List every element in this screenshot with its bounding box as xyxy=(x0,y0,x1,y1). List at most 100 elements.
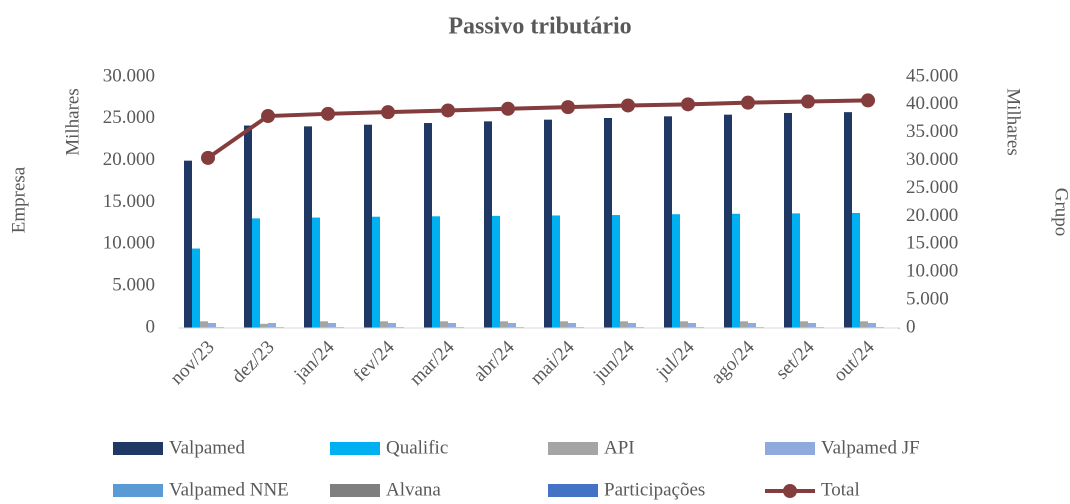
x-tick-label: mar/24 xyxy=(406,336,459,389)
legend-label: Valpamed xyxy=(169,437,245,458)
bar xyxy=(860,321,868,328)
x-tick-label: fev/24 xyxy=(349,336,399,386)
bar xyxy=(192,248,200,328)
bar xyxy=(484,121,492,329)
line-marker xyxy=(741,95,755,110)
line-marker xyxy=(501,101,515,116)
bar xyxy=(208,322,216,328)
bar xyxy=(688,322,696,328)
x-tick-label: nov/23 xyxy=(166,337,218,389)
legend-swatch xyxy=(765,442,815,455)
bar xyxy=(320,321,328,328)
x-tick-label: jun/24 xyxy=(589,336,639,386)
bar xyxy=(372,216,380,328)
x-tick-label: abr/24 xyxy=(469,336,519,386)
bar xyxy=(800,321,808,328)
y-axis-unit: Milhares xyxy=(62,88,83,156)
bar xyxy=(184,160,192,328)
legend-label: Participações xyxy=(604,479,705,500)
y-tick-label: 10.000 xyxy=(103,233,155,254)
bar xyxy=(680,321,688,328)
bar xyxy=(868,322,876,328)
line-marker xyxy=(681,97,695,112)
bar xyxy=(784,112,792,328)
y2-tick-label: 40.000 xyxy=(906,93,958,114)
bar xyxy=(664,116,672,328)
line-marker xyxy=(621,98,635,113)
bar xyxy=(260,323,268,328)
bar xyxy=(268,322,276,328)
legend-label: Valpamed JF xyxy=(821,437,920,458)
bar xyxy=(328,322,336,328)
y2-tick-label: 5.000 xyxy=(906,288,949,309)
legend-label: Alvana xyxy=(386,479,441,500)
legend-swatch xyxy=(330,484,380,497)
bar xyxy=(380,321,388,328)
x-tick-label: jan/24 xyxy=(289,336,338,385)
x-tick-label: set/24 xyxy=(772,336,819,383)
bar xyxy=(628,322,636,328)
y2-tick-label: 45.000 xyxy=(906,65,958,86)
bar xyxy=(604,117,612,328)
bar xyxy=(252,218,260,328)
y-tick-label: 0 xyxy=(146,316,156,337)
line-marker xyxy=(561,100,575,115)
y2-axis-label: Grupo xyxy=(1051,188,1070,237)
y-tick-label: 25.000 xyxy=(103,107,155,128)
y2-axis-unit: Milhares xyxy=(1003,88,1024,156)
x-tick-label: out/24 xyxy=(829,336,879,386)
bar xyxy=(560,321,568,328)
line xyxy=(206,98,869,160)
x-tick-label: ago/24 xyxy=(707,336,759,388)
bar xyxy=(740,321,748,328)
line-marker xyxy=(261,109,275,124)
bar xyxy=(432,216,440,328)
line-marker xyxy=(201,150,215,165)
bar xyxy=(732,213,740,328)
legend-label: API xyxy=(604,437,635,458)
bar xyxy=(200,321,208,328)
y-tick-label: 30.000 xyxy=(103,65,155,86)
bar xyxy=(304,126,312,328)
legend-label: Valpamed NNE xyxy=(169,479,289,500)
x-tick-label: jul/24 xyxy=(652,336,699,383)
bar xyxy=(672,214,680,328)
legend-label: Total xyxy=(821,479,860,500)
y2-tick-label: 35.000 xyxy=(906,121,958,142)
bar xyxy=(312,217,320,328)
bar xyxy=(620,321,628,328)
bar xyxy=(424,123,432,329)
legend-swatch xyxy=(113,442,163,455)
bar xyxy=(364,124,372,328)
bar xyxy=(748,322,756,328)
bar xyxy=(808,322,816,328)
bar xyxy=(244,125,252,328)
legend-marker xyxy=(783,484,797,498)
y-tick-label: 20.000 xyxy=(103,149,155,170)
legend-swatch xyxy=(548,484,598,497)
y-tick-label: 15.000 xyxy=(103,191,155,212)
y-tick-label: 5.000 xyxy=(112,275,155,296)
legend-label: Qualific xyxy=(386,437,448,458)
bar xyxy=(448,322,456,328)
bar xyxy=(724,114,732,329)
y2-tick-label: 30.000 xyxy=(906,149,958,170)
y2-tick-label: 0 xyxy=(906,316,916,337)
y-axis-label: Empresa xyxy=(8,166,29,233)
y2-tick-label: 25.000 xyxy=(906,177,958,198)
bar xyxy=(552,215,560,328)
bar xyxy=(508,322,516,328)
x-tick-label: dez/23 xyxy=(228,337,279,388)
y2-tick-label: 10.000 xyxy=(906,261,958,282)
line-marker xyxy=(381,105,395,120)
line-marker xyxy=(321,106,335,121)
line-marker xyxy=(441,103,455,118)
chart-title: Passivo tributário xyxy=(448,14,631,40)
bar xyxy=(612,215,620,328)
y2-tick-label: 15.000 xyxy=(906,233,958,254)
bar xyxy=(440,321,448,328)
bar xyxy=(792,213,800,328)
bar xyxy=(388,322,396,328)
legend-swatch xyxy=(113,484,163,497)
